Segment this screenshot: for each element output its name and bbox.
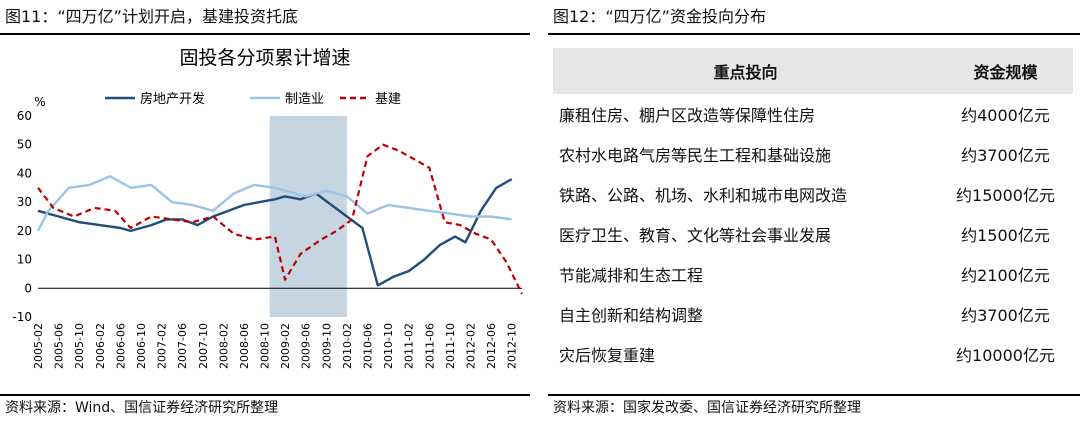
x-tick-label: 2011-10: [444, 323, 457, 369]
x-tick-label: 2006-02: [94, 323, 107, 369]
figure-12-bottom-rule: [548, 394, 1080, 396]
x-tick-label: 2012-10: [506, 323, 519, 369]
x-tick-label: 2007-06: [176, 323, 189, 369]
x-tick-label: 2007-02: [156, 323, 169, 369]
table-row: 铁路、公路、机场、水利和城市电网改造 约15000亿元: [553, 174, 1073, 214]
header-focus-area: 重点投向: [713, 63, 778, 82]
y-tick-label: -10: [12, 310, 32, 324]
legend-label: 制造业: [285, 92, 324, 107]
figure-11-bottom-rule: [0, 394, 530, 396]
series-line-基建: [37, 143, 523, 295]
row-funding-scale: 约4000亿元: [961, 106, 1050, 125]
table-row: 自主创新和结构调整 约3700亿元: [553, 294, 1073, 334]
x-tick-label: 2011-06: [423, 323, 436, 369]
figure-11-title: 图11：“四万亿”计划开启，基建投资托底: [5, 7, 298, 26]
x-tick-label: 2007-10: [197, 323, 210, 369]
row-funding-scale: 约2100亿元: [961, 266, 1050, 285]
x-tick-label: 2006-10: [135, 323, 148, 369]
x-tick-label: 2011-02: [403, 323, 416, 369]
x-tick-label: 2005-02: [32, 323, 45, 369]
y-tick-label: 30: [17, 195, 32, 209]
series-line-制造业: [36, 175, 512, 232]
row-focus-area: 节能减排和生态工程: [559, 266, 704, 285]
x-tick-label: 2009-06: [300, 323, 313, 369]
y-tick-label: 10: [17, 253, 32, 267]
y-tick-label: 20: [17, 224, 32, 238]
x-tick-label: 2006-06: [114, 323, 127, 369]
header-funding-scale: 资金规模: [973, 63, 1038, 82]
row-focus-area: 灾后恢复重建: [559, 346, 656, 365]
investment-allocation-table: 重点投向 资金规模 廉租住房、棚户区改造等保障性住房 约4000亿元 农村水电路…: [553, 48, 1073, 374]
row-focus-area: 医疗卫生、教育、文化等社会事业发展: [559, 226, 832, 245]
y-tick-label: 60: [17, 109, 32, 123]
cumulative-growth-chart: 固投各分项累计增速 房地产开发 制造业 基建 % -10 0 10 20 30 40 50 60 2…: [12, 47, 523, 369]
series-line-房地产开发: [37, 178, 513, 287]
row-funding-scale: 约3700亿元: [961, 146, 1050, 165]
x-tick-label: 2012-06: [485, 323, 498, 369]
x-tick-label: 2012-02: [465, 323, 478, 369]
legend-label: 基建: [375, 92, 401, 107]
figure-12-top-rule: [548, 33, 1080, 35]
table-header-row: 重点投向 资金规模: [553, 48, 1073, 94]
row-funding-scale: 约3700亿元: [961, 306, 1050, 325]
row-focus-area: 廉租住房、棚户区改造等保障性住房: [559, 106, 816, 125]
x-tick-label: 2005-06: [53, 323, 66, 369]
figure-11-source: 资料来源：Wind、国信证券经济研究所整理: [5, 400, 279, 416]
x-tick-label: 2005-10: [73, 323, 86, 369]
row-focus-area: 农村水电路气房等民生工程和基础设施: [559, 146, 832, 165]
x-tick-label: 2008-10: [259, 323, 272, 369]
y-tick-label: 50: [17, 138, 32, 152]
table-row: 节能减排和生态工程 约2100亿元: [553, 254, 1073, 294]
plot-area: -10 0 10 20 30 40 50 60 2005-02 2005-06 2005-10 200…: [12, 109, 523, 369]
figure-12-source: 资料来源：国家发改委、国信证券经济研究所整理: [553, 400, 861, 416]
x-tick-label: 2010-06: [362, 323, 375, 369]
table-row: 农村水电路气房等民生工程和基础设施 约3700亿元: [553, 134, 1073, 174]
figure-11-top-rule: [0, 33, 530, 35]
figure-12-title: 图12：“四万亿”资金投向分布: [553, 7, 766, 26]
x-tick-label: 2008-02: [217, 323, 230, 369]
shaded-stimulus-period: [269, 116, 347, 317]
chart-legend: 房地产开发 制造业 基建: [105, 91, 401, 107]
row-focus-area: 铁路、公路、机场、水利和城市电网改造: [559, 186, 848, 205]
row-focus-area: 自主创新和结构调整: [559, 306, 704, 325]
chart-title: 固投各分项累计增速: [179, 47, 350, 69]
x-tick-label: 2009-02: [279, 323, 292, 369]
table-row: 廉租住房、棚户区改造等保障性住房 约4000亿元: [553, 94, 1073, 134]
y-axis-unit: %: [34, 95, 45, 109]
table-row: 医疗卫生、教育、文化等社会事业发展 约1500亿元: [553, 214, 1073, 254]
row-funding-scale: 约1500亿元: [961, 226, 1050, 245]
x-tick-label: 2008-06: [238, 323, 251, 369]
row-funding-scale: 约15000亿元: [956, 186, 1055, 205]
x-tick-label: 2010-10: [382, 323, 395, 369]
y-tick-label: 0: [24, 281, 32, 295]
row-funding-scale: 约10000亿元: [956, 346, 1055, 365]
y-tick-label: 40: [17, 166, 32, 180]
x-tick-label: 2009-10: [320, 323, 333, 369]
table-row: 灾后恢复重建 约10000亿元: [553, 334, 1073, 374]
x-tick-label: 2010-02: [341, 323, 354, 369]
legend-label: 房地产开发: [140, 91, 205, 107]
